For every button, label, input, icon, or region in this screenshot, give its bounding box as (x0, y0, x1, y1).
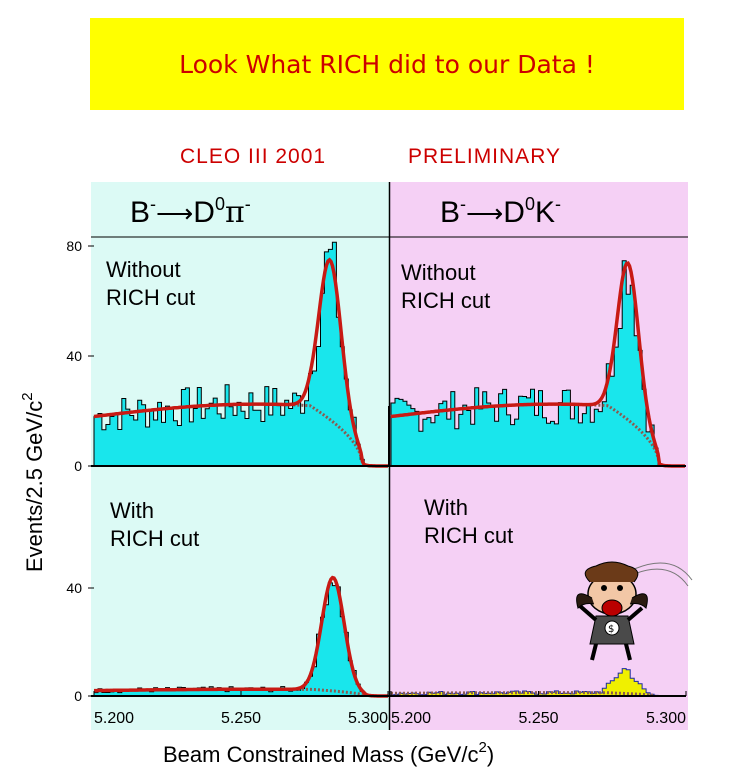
without-rich-label-right-line2: RICH cut (401, 288, 490, 313)
xtick-label-bottom-right-2: 5.300 (646, 710, 686, 727)
signal-fit-top-right (390, 261, 685, 468)
ytick-label-top-left-40: 40 (66, 348, 82, 364)
xtick-label-bottom-left-0: 5.200 (94, 710, 134, 727)
experiment-label: CLEO III 2001 (180, 145, 327, 168)
with-rich-label-right-line2: RICH cut (424, 523, 513, 548)
ytick-label-top-left-80: 80 (66, 238, 82, 254)
histogram-top-right (390, 260, 686, 467)
svg-text:$: $ (608, 624, 614, 635)
xtick-label-bottom-left-1: 5.250 (221, 710, 261, 727)
with-rich-label-left-line2: RICH cut (110, 526, 199, 551)
decay-label-right: B-⟶D0K- (440, 194, 561, 229)
without-rich-label-left-line2: RICH cut (106, 285, 195, 310)
xtick-label-bottom-right-1: 5.250 (518, 710, 558, 727)
xtick-label-bottom-right-0: 5.200 (391, 710, 431, 727)
without-rich-label-right-line1: Without (401, 260, 476, 285)
chart-bottom-right: 5.200 5.250 5.300 (388, 668, 687, 727)
chart-top-left: 0 40 80 (66, 238, 388, 474)
with-rich-label-left-line1: With (110, 498, 154, 523)
ytick-label-bottom-left-0: 0 (74, 688, 82, 704)
chart-bottom-left: 0 40 5.200 5.250 5.300 (66, 575, 389, 727)
signal-fit-bottom-left (94, 575, 388, 698)
cartoon-physicist-icon: $ (576, 561, 693, 661)
without-rich-label-left-line1: Without (106, 257, 181, 282)
x-axis-title: Beam Constrained Mass (GeV/c2) (163, 739, 494, 767)
ytick-label-top-left-0: 0 (74, 458, 82, 474)
xtick-label-bottom-left-2: 5.300 (348, 710, 388, 727)
preliminary-label: PRELIMINARY (408, 145, 561, 168)
banner-title: Look What RICH did to our Data ! (179, 50, 595, 79)
chart-top-right (388, 260, 686, 468)
with-rich-label-right-line1: With (424, 495, 468, 520)
title-banner: Look What RICH did to our Data ! (90, 18, 684, 110)
ytick-label-bottom-left-40: 40 (66, 580, 82, 596)
signal-fit-top-left (93, 257, 388, 468)
y-axis-title: Events/2.5 GeV/c2 (19, 392, 47, 572)
background-fit-bottom-right (391, 691, 656, 698)
decay-label-left: B-⟶D0π- (130, 194, 251, 230)
